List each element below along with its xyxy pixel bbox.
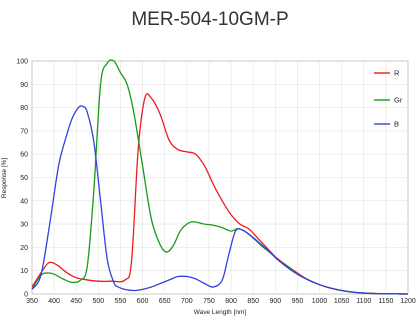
x-tick-label: 400 xyxy=(48,298,60,305)
x-tick-label: 800 xyxy=(225,298,237,305)
y-tick-label: 100 xyxy=(16,59,28,66)
x-tick-label: 1050 xyxy=(334,298,350,305)
y-tick-label: 40 xyxy=(20,198,28,205)
legend-label-r: R xyxy=(394,69,400,78)
y-tick-label: 0 xyxy=(24,292,28,299)
x-tick-label: 350 xyxy=(26,298,38,305)
chart-title: MER-504-10GM-P xyxy=(131,9,289,30)
x-tick-label: 850 xyxy=(247,298,259,305)
y-tick-label: 90 xyxy=(20,82,28,89)
series-layer xyxy=(31,59,409,295)
x-tick-label: 600 xyxy=(137,298,149,305)
ticks-layer: 350 400 450 500 550 600 650 700 750 800 850 900 950 1… xyxy=(16,59,416,306)
y-tick-label: 60 xyxy=(20,152,28,159)
x-tick-label: 750 xyxy=(203,298,215,305)
y-tick-label: 30 xyxy=(20,222,28,229)
y-tick-label: 10 xyxy=(20,268,28,275)
y-axis-label: Response [%] xyxy=(1,158,8,199)
x-tick-label: 1150 xyxy=(378,298,393,305)
x-tick-label: 500 xyxy=(93,298,105,305)
y-tick-label: 20 xyxy=(20,245,28,252)
x-tick-label: 550 xyxy=(115,298,127,305)
y-tick-label: 80 xyxy=(20,105,28,112)
legend-label-b: B xyxy=(394,120,399,129)
x-tick-label: 1000 xyxy=(312,298,328,305)
x-tick-label: 450 xyxy=(70,298,82,305)
x-tick-label: 650 xyxy=(159,298,171,305)
y-tick-label: 70 xyxy=(20,128,28,135)
legend: R Gr B xyxy=(374,69,403,129)
x-tick-label: 700 xyxy=(181,298,193,305)
x-tick-label: 1100 xyxy=(356,298,371,305)
y-tick-label: 50 xyxy=(20,175,28,182)
x-tick-label: 950 xyxy=(292,298,304,305)
x-axis-label: Wave Length [nm] xyxy=(194,309,247,316)
x-tick-label: 1200 xyxy=(400,298,416,305)
x-tick-label: 900 xyxy=(269,298,281,305)
grid xyxy=(32,61,408,294)
legend-label-gr: Gr xyxy=(394,96,403,105)
series-line-b xyxy=(31,105,409,295)
